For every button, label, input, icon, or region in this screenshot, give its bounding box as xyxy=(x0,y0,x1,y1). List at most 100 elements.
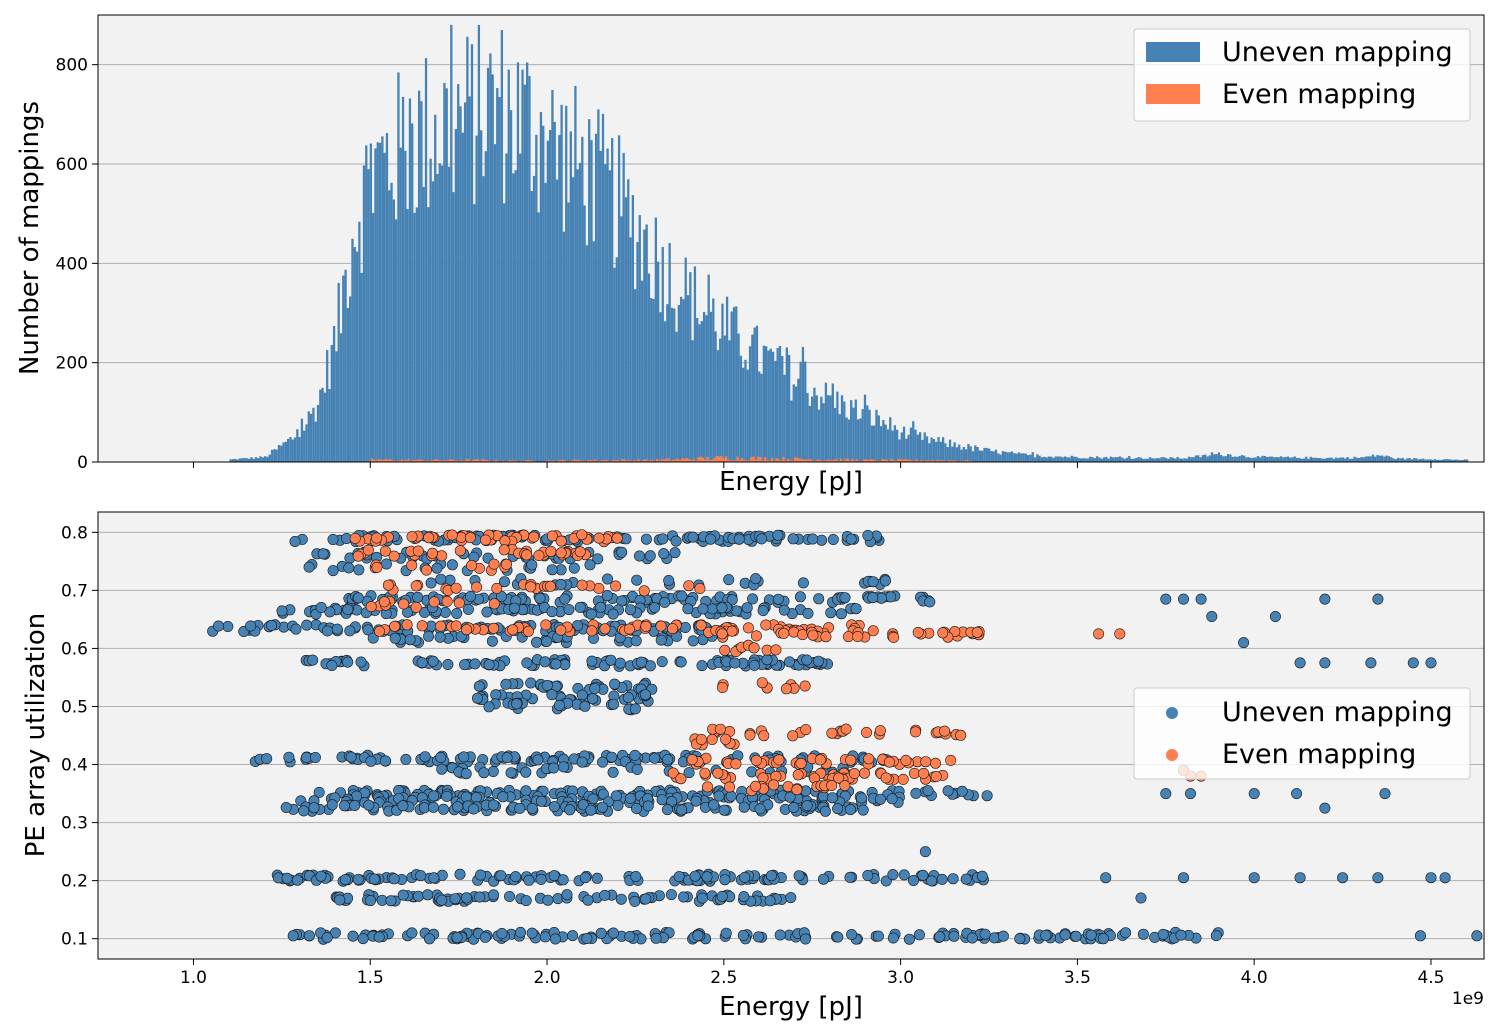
histogram-bar-uneven xyxy=(1075,456,1078,462)
scatter-point-uneven xyxy=(910,787,922,799)
histogram-bar-uneven xyxy=(512,173,515,462)
scatter-point-uneven xyxy=(1319,802,1331,814)
scatter-panel: 0.1 0.2 0.3 0.4 0.5 0.6 0.7 0.8 1.0 1.5 2.0 2.5 3.0… xyxy=(21,511,1485,1022)
histogram-bar-uneven xyxy=(737,333,740,462)
scatter-point-uneven xyxy=(508,602,520,614)
scatter-point-even xyxy=(867,625,879,637)
histogram-bar-uneven xyxy=(514,170,517,462)
histogram-bar-uneven xyxy=(1344,458,1347,462)
histogram-bar-even xyxy=(412,459,415,462)
histogram-bar-uneven xyxy=(1279,456,1283,462)
histogram-bar-uneven xyxy=(833,407,837,462)
scatter-point-uneven xyxy=(327,533,339,545)
histogram-bar-uneven xyxy=(1351,458,1354,462)
scatter-point-uneven xyxy=(697,603,709,615)
histogram-bar-even xyxy=(876,460,879,462)
scatter-point-uneven xyxy=(342,603,354,615)
scatter-point-uneven xyxy=(719,874,731,886)
scatter-point-uneven xyxy=(423,933,435,945)
histogram-bar-uneven xyxy=(905,438,908,462)
scatter-point-even xyxy=(716,681,728,693)
histogram-bar-uneven xyxy=(353,247,356,462)
scatter-point-uneven xyxy=(752,931,764,943)
histogram-bar-even xyxy=(414,460,417,462)
scatter-point-even xyxy=(667,623,679,635)
histogram-bar-uneven xyxy=(1167,458,1170,462)
histogram-bar-even xyxy=(695,460,698,462)
scatter-point-uneven xyxy=(442,658,454,670)
scatter-point-uneven xyxy=(541,635,553,647)
histogram-bar-even xyxy=(727,459,730,462)
scatter-point-even xyxy=(807,629,819,641)
scatter-point-even xyxy=(450,620,462,632)
scatter-point-uneven xyxy=(558,761,570,773)
scatter-point-uneven xyxy=(548,762,560,774)
scatter-point-uneven xyxy=(523,874,535,886)
histogram-bar-uneven xyxy=(1447,459,1450,462)
histogram-bar-uneven xyxy=(634,289,637,462)
scatter-point-uneven xyxy=(434,631,446,643)
scatter-point-uneven xyxy=(546,689,558,701)
histogram-bar-uneven xyxy=(1282,457,1285,462)
scatter-point-uneven xyxy=(460,892,472,904)
scatter-point-uneven xyxy=(756,533,768,545)
scatter-point-uneven xyxy=(525,677,537,689)
scatter-point-uneven xyxy=(649,752,661,764)
scatter-point-uneven xyxy=(324,606,336,618)
histogram-bar-uneven xyxy=(358,221,361,462)
scatter-point-even xyxy=(797,629,809,641)
histogram-bar-uneven xyxy=(1109,456,1113,462)
scatter-point-even xyxy=(791,784,803,796)
histogram-bar-uneven xyxy=(523,84,526,463)
histogram-bar-even xyxy=(929,460,932,462)
scatter-point-uneven xyxy=(656,794,668,806)
histogram-bar-uneven xyxy=(282,442,285,462)
histogram-bar-uneven xyxy=(558,135,561,463)
scatter-point-uneven xyxy=(1269,610,1281,622)
scatter-point-uneven xyxy=(385,895,397,907)
histogram-bar-uneven xyxy=(1024,453,1028,462)
scatter-point-uneven xyxy=(266,619,278,631)
histogram-bar-uneven xyxy=(1158,458,1161,462)
scatter-point-uneven xyxy=(612,799,624,811)
scatter-point-even xyxy=(701,781,713,793)
histogram-bar-uneven xyxy=(997,453,1000,462)
scatter-point-uneven xyxy=(640,893,652,905)
histogram-bar-uneven xyxy=(774,360,777,462)
histogram-bar-uneven xyxy=(1277,457,1280,462)
scatter-point-uneven xyxy=(539,656,551,668)
scatter-point-uneven xyxy=(338,800,350,812)
histogram-bar-even xyxy=(582,460,585,462)
histogram-bar-even xyxy=(403,460,406,462)
histogram-bar-even xyxy=(697,457,700,462)
scatter-point-uneven xyxy=(342,656,354,668)
histogram-bar-uneven xyxy=(994,449,998,462)
scatter-point-uneven xyxy=(746,766,758,778)
histogram-bar-even xyxy=(768,460,771,462)
histogram-bar-uneven xyxy=(477,24,481,463)
histogram-bar-uneven xyxy=(941,437,945,462)
scatter-point-even xyxy=(522,625,534,637)
histogram-bar-even xyxy=(775,458,778,462)
histogram-bar-even xyxy=(800,459,804,462)
histogram-bar-uneven xyxy=(475,135,478,462)
scatter-point-uneven xyxy=(807,533,819,545)
histogram-bar-uneven xyxy=(1367,456,1370,462)
histogram-bar-uneven xyxy=(1376,455,1379,462)
histogram-bar-even xyxy=(892,460,895,462)
histogram-bar-uneven xyxy=(1043,456,1046,462)
scatter-point-even xyxy=(521,549,533,561)
histogram-bar-even xyxy=(591,460,594,462)
scatter-point-uneven xyxy=(615,893,627,905)
histogram-bar-uneven xyxy=(686,295,690,462)
histogram-bar-uneven xyxy=(273,449,276,462)
histogram-bar-even xyxy=(920,460,923,462)
histogram-bar-uneven xyxy=(422,186,425,463)
scatter-point-uneven xyxy=(936,873,948,885)
scatter-point-uneven xyxy=(487,799,499,811)
histogram-bar-uneven xyxy=(1387,456,1391,462)
scatter-point-uneven xyxy=(1175,929,1187,941)
scatter-point-uneven xyxy=(535,873,547,885)
scatter-point-uneven xyxy=(635,656,647,668)
histogram-bar-uneven xyxy=(721,303,724,462)
